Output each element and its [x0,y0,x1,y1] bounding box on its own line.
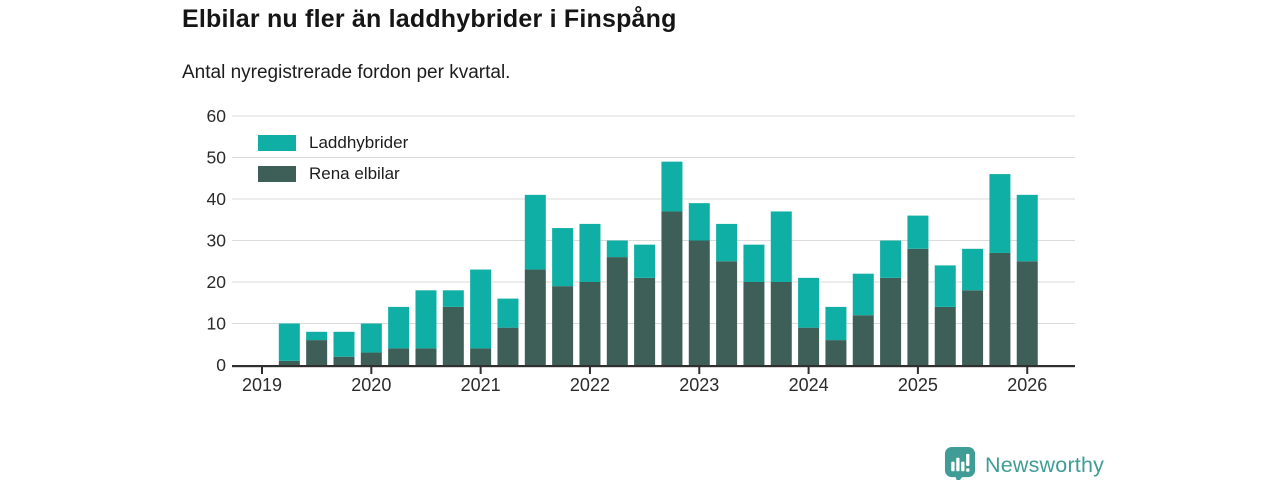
bar-segment-rena-elbilar [278,360,300,365]
x-axis-label: 2024 [789,375,829,395]
bar-segment-rena-elbilar [360,352,382,365]
bar-segment-rena-elbilar [524,269,546,365]
newsworthy-logo-icon [944,447,976,480]
bar-segment-laddhybrider [825,306,847,341]
y-axis-label: 50 [207,148,227,168]
bar-segment-laddhybrider [962,248,984,291]
bar-segment-rena-elbilar [743,282,765,365]
brand-name: Newsworthy [985,452,1105,477]
bar-segment-laddhybrider [907,215,929,249]
bar-segment-laddhybrider [989,174,1011,253]
bar-segment-rena-elbilar [770,282,792,365]
y-axis-label: 0 [216,355,226,375]
x-axis-line [232,365,1075,368]
legend-swatch-rena-elbilar [258,166,296,182]
x-axis-label: 2025 [898,375,938,395]
y-axis-label: 20 [207,272,227,292]
y-axis-label: 60 [207,106,227,126]
brand-footer: Newsworthy [944,446,1104,480]
bar-segment-laddhybrider [1016,194,1038,262]
bar-segment-laddhybrider [634,244,656,278]
x-axis-label: 2022 [570,375,610,395]
bar-segment-rena-elbilar [962,290,984,365]
bar-segment-laddhybrider [442,290,464,307]
bar-segment-rena-elbilar [880,277,902,365]
bar-segment-rena-elbilar [825,340,847,365]
bar-segment-laddhybrider [497,298,519,328]
bar-segment-rena-elbilar [934,306,956,365]
page-title: Elbilar nu fler än laddhybrider i Finspå… [182,5,677,33]
bar-segment-laddhybrider [743,244,765,282]
page-subtitle: Antal nyregistrerade fordon per kvartal. [182,62,511,83]
bar-segment-laddhybrider [688,203,710,241]
bar-segment-rena-elbilar [907,248,929,365]
bar-segment-rena-elbilar [470,348,492,365]
bar-segment-laddhybrider [661,161,683,212]
bar-segment-laddhybrider [360,323,382,353]
legend-swatch-laddhybrider [258,135,296,151]
bar-segment-laddhybrider [470,269,492,349]
bar-segment-laddhybrider [579,223,601,282]
bar-segment-rena-elbilar [333,356,355,365]
bar-segment-rena-elbilar [388,348,410,365]
bar-segment-laddhybrider [934,265,956,307]
bar-segment-laddhybrider [880,240,902,278]
bar-segment-rena-elbilar [852,315,874,365]
bar-segment-laddhybrider [716,223,738,262]
bar-segment-rena-elbilar [634,277,656,365]
bar-segment-laddhybrider [306,331,328,341]
y-axis-label: 30 [207,231,227,251]
bar-segment-rena-elbilar [606,257,628,365]
x-axis-label: 2026 [1007,375,1047,395]
bar-segment-laddhybrider [798,277,820,328]
bar-segment-rena-elbilar [688,240,710,365]
x-axis-label: 2020 [351,375,391,395]
legend-item-laddhybrider: Laddhybrider [258,133,408,153]
bar-segment-laddhybrider [852,273,874,316]
legend-label-rena-elbilar: Rena elbilar [309,164,400,183]
bar-segment-rena-elbilar [552,286,574,365]
legend-label-laddhybrider: Laddhybrider [309,133,409,152]
bar-segment-rena-elbilar [798,327,820,365]
bar-segment-rena-elbilar [442,306,464,365]
x-axis-label: 2023 [679,375,719,395]
bar-segment-rena-elbilar [415,348,437,365]
x-axis-label: 2021 [461,375,501,395]
y-axis-label: 40 [207,189,227,209]
chart-legend: Laddhybrider Rena elbilar [258,133,408,184]
bar-segment-laddhybrider [388,306,410,349]
legend-item-rena-elbilar: Rena elbilar [258,164,408,184]
bar-segment-rena-elbilar [989,252,1011,365]
bar-segment-laddhybrider [333,331,355,357]
bar-segment-laddhybrider [770,211,792,282]
bar-segment-rena-elbilar [497,327,519,365]
bar-segment-rena-elbilar [1016,261,1038,365]
bar-segment-rena-elbilar [306,340,328,365]
x-axis-label: 2019 [242,375,282,395]
bar-segment-rena-elbilar [716,261,738,365]
bar-segment-rena-elbilar [661,211,683,365]
bar-segment-laddhybrider [524,194,546,270]
bar-segment-laddhybrider [552,228,574,287]
y-axis-label: 10 [207,314,227,334]
bar-segment-laddhybrider [278,323,300,361]
bar-segment-rena-elbilar [579,282,601,365]
bar-segment-laddhybrider [606,240,628,258]
bar-segment-laddhybrider [415,290,437,349]
